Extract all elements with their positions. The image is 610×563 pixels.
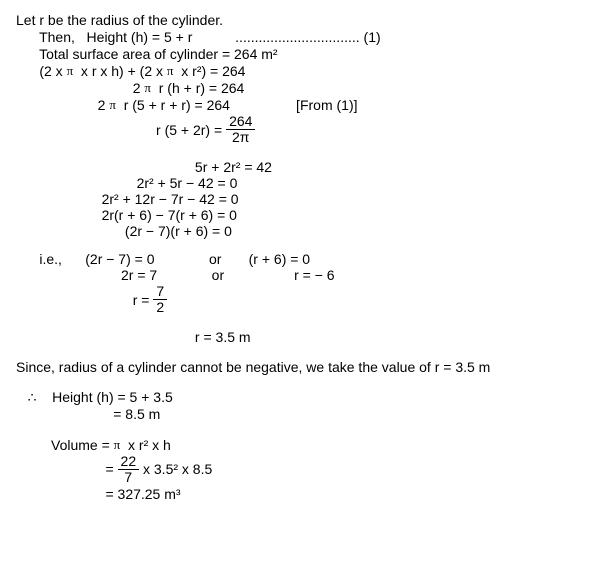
text-line: (2 x π x r x h) + (2 x π x r²) = 264 bbox=[16, 63, 594, 79]
pi-symbol: π bbox=[114, 437, 121, 453]
text-line: r = 7 2 bbox=[16, 284, 594, 316]
denominator: 7 bbox=[118, 470, 140, 485]
pi-symbol: π bbox=[167, 63, 174, 79]
text: = bbox=[16, 461, 118, 477]
text-line: 2r² + 12r − 7r − 42 = 0 bbox=[16, 191, 594, 207]
text-line: Volume = π x r² x h bbox=[16, 437, 594, 453]
text-line: Then, Height (h) = 5 + r ...............… bbox=[16, 29, 594, 45]
text: r (5 + r + r) = 264 [From (1)] bbox=[116, 97, 358, 113]
text-line: Let r be the radius of the cylinder. bbox=[16, 12, 594, 28]
numerator: 264 bbox=[226, 114, 255, 130]
text: Then, Height (h) = 5 + r bbox=[16, 29, 235, 45]
text-line: 5r + 2r² = 42 bbox=[16, 159, 594, 175]
text: x 3.5² x 8.5 bbox=[139, 461, 212, 477]
numerator: 7 bbox=[153, 284, 167, 300]
fraction: 22 7 bbox=[118, 454, 140, 486]
text-line: = 327.25 m³ bbox=[16, 486, 594, 502]
fraction: 264 2π bbox=[226, 114, 255, 146]
pi-symbol: π bbox=[144, 80, 151, 96]
text: r (h + r) = 264 bbox=[151, 80, 244, 96]
text-line: 2 π r (h + r) = 264 bbox=[16, 80, 594, 96]
text: Volume = bbox=[16, 437, 114, 453]
text: r (5 + 2r) = bbox=[16, 122, 226, 138]
text-line: i.e., (2r − 7) = 0 or (r + 6) = 0 bbox=[16, 251, 594, 267]
text-line: 2r² + 5r − 42 = 0 bbox=[16, 175, 594, 191]
text-line: 2 π r (5 + r + r) = 264 [From (1)] bbox=[16, 97, 594, 113]
numerator: 22 bbox=[118, 454, 140, 470]
text: 2 bbox=[16, 80, 144, 96]
text-line: (2r − 7)(r + 6) = 0 bbox=[16, 223, 594, 239]
text-line: Total surface area of cylinder = 264 m² bbox=[16, 46, 594, 62]
text-line: r (5 + 2r) = 264 2π bbox=[16, 114, 594, 146]
text-line: 2r = 7 or r = − 6 bbox=[16, 267, 594, 283]
text: (1) bbox=[360, 29, 381, 45]
text-line: = 22 7 x 3.5² x 8.5 bbox=[16, 454, 594, 486]
text-line: Since, radius of a cylinder cannot be ne… bbox=[16, 359, 594, 375]
pi-symbol: π bbox=[67, 63, 74, 79]
text: r = bbox=[16, 292, 153, 308]
fraction: 7 2 bbox=[153, 284, 167, 316]
text: (2 x bbox=[16, 63, 67, 79]
text: 2 bbox=[16, 97, 109, 113]
text: x r² x h bbox=[120, 437, 171, 453]
text-line: ∴ Height (h) = 5 + 3.5 bbox=[16, 389, 594, 406]
text: ................................ bbox=[235, 29, 359, 45]
text-line: r = 3.5 m bbox=[16, 329, 594, 345]
text-line: = 8.5 m bbox=[16, 406, 594, 422]
pi-symbol: π bbox=[109, 97, 116, 113]
text: x r²) = 264 bbox=[173, 63, 245, 79]
denominator: 2 bbox=[153, 300, 167, 315]
text: x r x h) + (2 x bbox=[73, 63, 167, 79]
text-line: 2r(r + 6) − 7(r + 6) = 0 bbox=[16, 207, 594, 223]
denominator: 2π bbox=[226, 130, 255, 145]
